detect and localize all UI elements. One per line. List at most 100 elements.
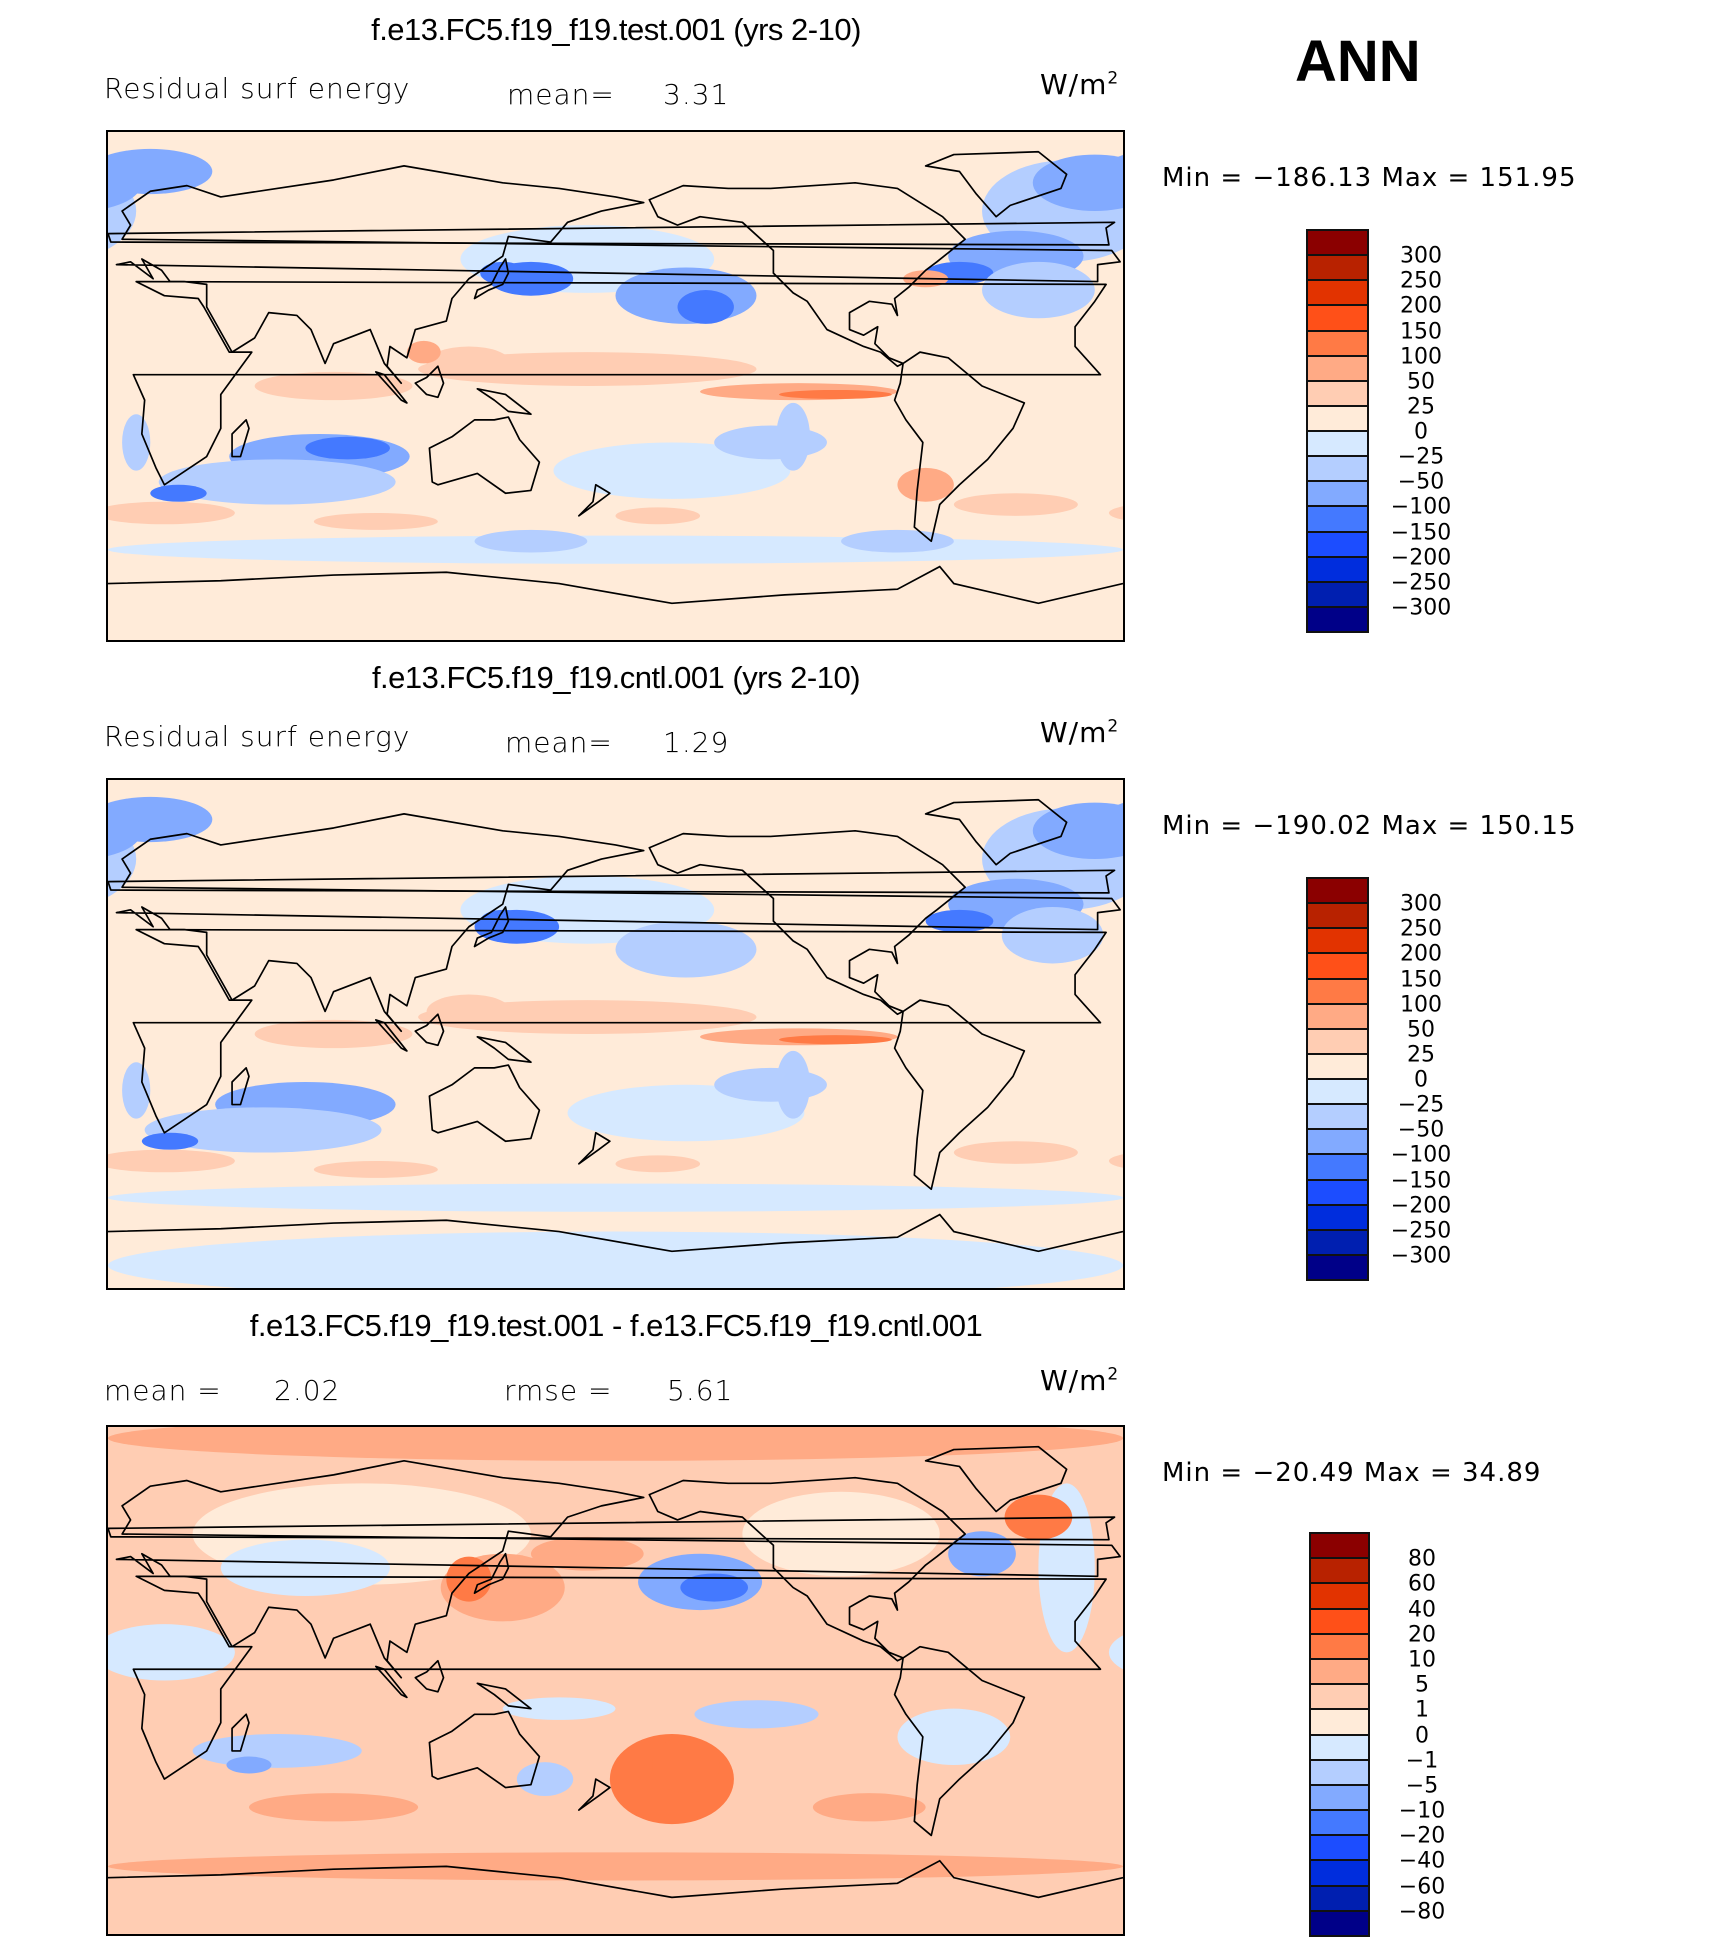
contour-region — [897, 467, 954, 502]
contour-region — [1108, 1635, 1123, 1670]
contour-region — [779, 1035, 892, 1045]
colorbar-level-label: 150 — [1400, 967, 1442, 992]
contour-field — [108, 780, 1123, 1288]
colorbar-swatch — [1309, 1632, 1370, 1660]
coastline-samerica — [893, 1645, 1026, 1837]
colorbar-level-label: 60 — [1408, 1571, 1436, 1597]
units-text: W/m — [1040, 68, 1108, 101]
contour-region — [897, 1708, 1011, 1765]
contour-region — [254, 371, 413, 401]
panel-2-map — [106, 778, 1125, 1290]
colorbar-level-label: 50 — [1407, 1017, 1435, 1043]
contour-region — [776, 402, 811, 471]
colorbar-level-label: 0 — [1414, 419, 1428, 445]
colorbar-swatch — [1306, 927, 1369, 955]
coastline-australia — [428, 416, 541, 495]
contour-region — [313, 1161, 438, 1178]
coastline-newguinea — [476, 1682, 532, 1710]
colorbar-level-label: −40 — [1398, 1848, 1446, 1874]
colorbar-level-label: 25 — [1407, 394, 1435, 420]
colorbar-level-label: −80 — [1398, 1899, 1446, 1925]
coastline-newguinea — [476, 387, 532, 416]
coastline-greenland — [924, 1445, 1068, 1513]
panel-1-variable: Residual surf energy — [104, 72, 411, 105]
panel-1-title: f.e13.FC5.f19_f19.test.001 (yrs 2-10) — [371, 12, 861, 47]
colorbar-swatch — [1309, 1708, 1370, 1736]
colorbar-swatch — [1309, 1909, 1370, 1937]
contour-region — [108, 1427, 1123, 1461]
colorbar-swatch — [1306, 254, 1369, 282]
panel-2-colorbar: 300 250 200 150 100 50 25 0 −25 −50 −100 −150 −200 −2… — [1306, 877, 1451, 1281]
coastlines — [108, 1445, 1123, 1899]
colorbar-level-label: 150 — [1400, 319, 1442, 344]
colorbar-level-label: 1 — [1415, 1697, 1429, 1723]
colorbar-level-label: −1 — [1405, 1748, 1439, 1774]
colorbar-swatch — [1306, 1078, 1369, 1106]
coastline-namerica — [648, 1476, 966, 1662]
contour-region — [158, 459, 396, 505]
coastline-greenland — [924, 150, 1068, 218]
contour-region — [502, 1697, 616, 1720]
colorbar-swatch — [1306, 1128, 1369, 1156]
contour-region — [1108, 1154, 1123, 1168]
colorbar-level-label: −200 — [1390, 545, 1452, 571]
colorbar-swatch — [1309, 1733, 1370, 1761]
coastline-uk — [108, 869, 1116, 894]
units-text: W/m — [1040, 716, 1108, 749]
contour-region — [480, 909, 526, 933]
contour-region — [516, 1762, 574, 1796]
coastline-eurasia — [115, 813, 1122, 1033]
colorbar-swatch — [1306, 555, 1369, 583]
colorbar-swatch — [1306, 354, 1369, 382]
contour-region — [694, 1700, 819, 1729]
colorbar-swatch — [1309, 1783, 1370, 1812]
contour-region — [615, 1155, 701, 1173]
colorbar-swatch — [1309, 1758, 1370, 1786]
coastline-africa — [132, 928, 1107, 1134]
coastline-japan — [473, 1552, 510, 1595]
coastline-sumatra — [375, 1019, 408, 1052]
contour-region — [150, 484, 207, 502]
colorbar-level-label: −10 — [1398, 1798, 1446, 1824]
coastlines — [108, 150, 1123, 605]
colorbar-swatch — [1309, 1809, 1370, 1837]
contour-region — [108, 1852, 1123, 1881]
contour-region — [1004, 1494, 1073, 1540]
coastline-sumatra — [375, 1665, 408, 1699]
coastline-madagascar — [231, 1713, 250, 1752]
colorbar-level-label: 40 — [1408, 1597, 1436, 1623]
coastline-africa — [132, 1575, 1107, 1780]
coastline-nz — [578, 483, 611, 517]
colorbar-swatch — [1306, 1027, 1369, 1055]
colorbar-level-label: 0 — [1414, 1067, 1428, 1093]
coastline-sumatra — [375, 371, 408, 404]
colorbar-level-label: 250 — [1400, 268, 1442, 294]
colorbar-swatch — [1306, 605, 1369, 633]
contour-region — [480, 261, 526, 285]
colorbar-level-label: −25 — [1397, 1092, 1445, 1118]
contour-region — [426, 346, 512, 381]
contour-region — [426, 994, 512, 1029]
coastline-australia — [428, 1064, 541, 1143]
colorbar-swatch — [1306, 430, 1369, 458]
coastline-madagascar — [231, 419, 250, 458]
coastline-newguinea — [476, 1035, 532, 1064]
colorbar-swatch — [1309, 1834, 1370, 1862]
panel-3-mean-value: 2.02 — [274, 1374, 341, 1407]
contour-region — [122, 414, 151, 471]
colorbar-swatch — [1306, 902, 1369, 930]
colorbar-level-label: 100 — [1400, 344, 1442, 370]
contour-region — [108, 157, 142, 208]
panel-3-colorbar: 80 60 40 20 10 5 1 0 −1 −5 −10 −20 −40 −60 −80 — [1309, 1532, 1445, 1937]
colorbar-level-label: 200 — [1400, 293, 1442, 319]
colorbar-level-label: 300 — [1400, 243, 1442, 269]
contour-region — [1108, 506, 1123, 520]
coastline-samerica — [893, 351, 1026, 543]
colorbar-level-label: −100 — [1390, 1142, 1452, 1168]
colorbar-swatch — [1309, 1532, 1370, 1560]
coastline-borneo — [414, 1013, 445, 1047]
contour-region — [1032, 154, 1123, 212]
colorbar-swatch — [1309, 1607, 1370, 1635]
coastline-japan — [473, 906, 510, 948]
colorbar-level-label: −250 — [1390, 570, 1452, 596]
